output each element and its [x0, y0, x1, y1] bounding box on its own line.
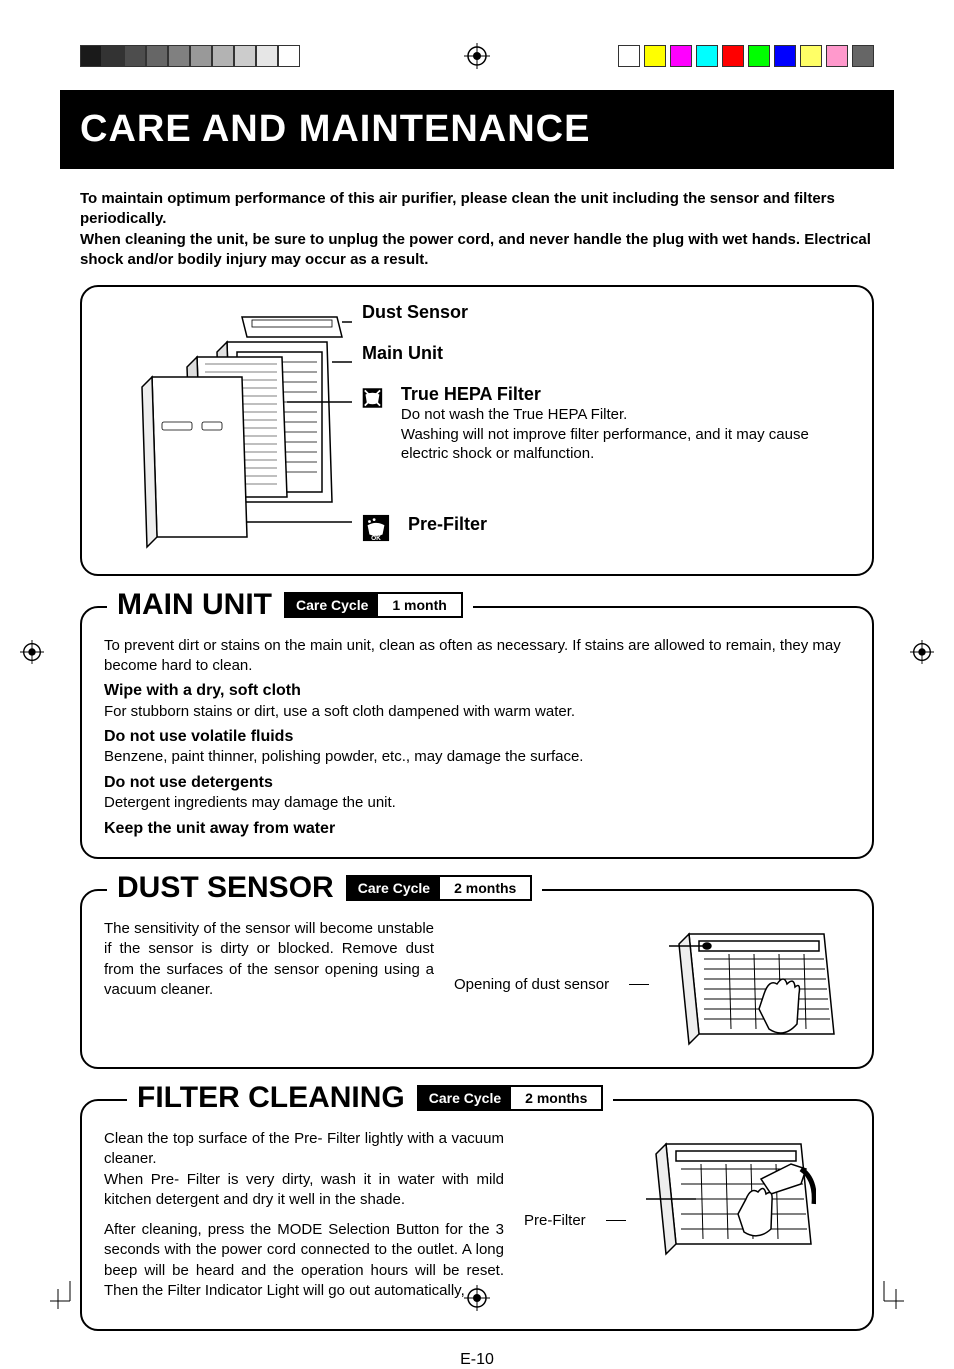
label-dust-sensor: Dust Sensor [362, 302, 468, 322]
do-not-wash-icon [362, 384, 383, 412]
filter-p1: Clean the top surface of the Pre- Filter… [104, 1129, 504, 1210]
mu-t3: Detergent ingredients may damage the uni… [104, 794, 396, 811]
filter-callout: Pre-Filter [524, 1212, 586, 1229]
label-hepa-body: Do not wash the True HEPA Filter.Washing… [401, 406, 809, 462]
dust-sensor-title: DUST SENSOR [117, 871, 334, 905]
main-unit-title: MAIN UNIT [117, 588, 272, 622]
mu-t1: For stubborn stains or dirt, use a soft … [104, 703, 575, 720]
svg-text:OK: OK [371, 535, 381, 542]
page-number: E-10 [60, 1351, 894, 1369]
exploded-diagram-icon [102, 302, 352, 552]
care-cycle-badge: Care Cycle 2 months [417, 1085, 604, 1111]
dust-sensor-section: DUST SENSOR Care Cycle 2 months The sens… [80, 889, 874, 1069]
filter-title: FILTER CLEANING [137, 1081, 405, 1115]
care-cycle-badge: Care Cycle 2 months [346, 875, 533, 901]
pre-filter-diagram-icon [646, 1129, 816, 1259]
wash-ok-icon: OK [362, 514, 390, 542]
page-title: CARE AND MAINTENANCE [80, 108, 894, 151]
overview-box: Dust Sensor Main Unit True HEPA Filter D… [80, 285, 874, 576]
dust-sensor-text: The sensitivity of the sensor will becom… [104, 919, 434, 1000]
crop-corner-icon [50, 1281, 80, 1311]
main-unit-section: MAIN UNIT Care Cycle 1 month To prevent … [80, 606, 874, 860]
care-cycle-label: Care Cycle [348, 877, 440, 899]
care-cycle-label: Care Cycle [286, 594, 378, 616]
mu-b3: Do not use detergents [104, 772, 850, 794]
label-main-unit: Main Unit [362, 343, 443, 363]
care-cycle-value: 2 months [440, 877, 530, 899]
registration-mark-icon [464, 43, 490, 69]
care-cycle-value: 2 months [511, 1087, 601, 1109]
mu-t2: Benzene, paint thinner, polishing powder… [104, 748, 583, 765]
registration-mark-icon [464, 1285, 490, 1311]
registration-mark-icon [910, 640, 934, 664]
dust-sensor-callout: Opening of dust sensor [454, 976, 609, 993]
bottom-crop-marks [0, 1261, 954, 1311]
crop-corner-icon [874, 1281, 904, 1311]
intro-paragraph: To maintain optimum performance of this … [80, 189, 874, 270]
page-title-bar: CARE AND MAINTENANCE [60, 90, 894, 169]
care-cycle-badge: Care Cycle 1 month [284, 592, 463, 618]
label-hepa-title: True HEPA Filter [401, 384, 541, 404]
care-cycle-label: Care Cycle [419, 1087, 511, 1109]
care-cycle-value: 1 month [378, 594, 460, 616]
registration-mark-icon [20, 640, 44, 664]
print-registration-marks [0, 45, 954, 75]
mu-b1: Wipe with a dry, soft cloth [104, 680, 850, 702]
label-pre-filter: Pre-Filter [408, 514, 487, 535]
mu-b4: Keep the unit away from water [104, 818, 850, 840]
mu-b2: Do not use volatile fluids [104, 726, 850, 748]
dust-sensor-diagram-icon [669, 919, 839, 1049]
main-unit-intro: To prevent dirt or stains on the main un… [104, 637, 841, 674]
